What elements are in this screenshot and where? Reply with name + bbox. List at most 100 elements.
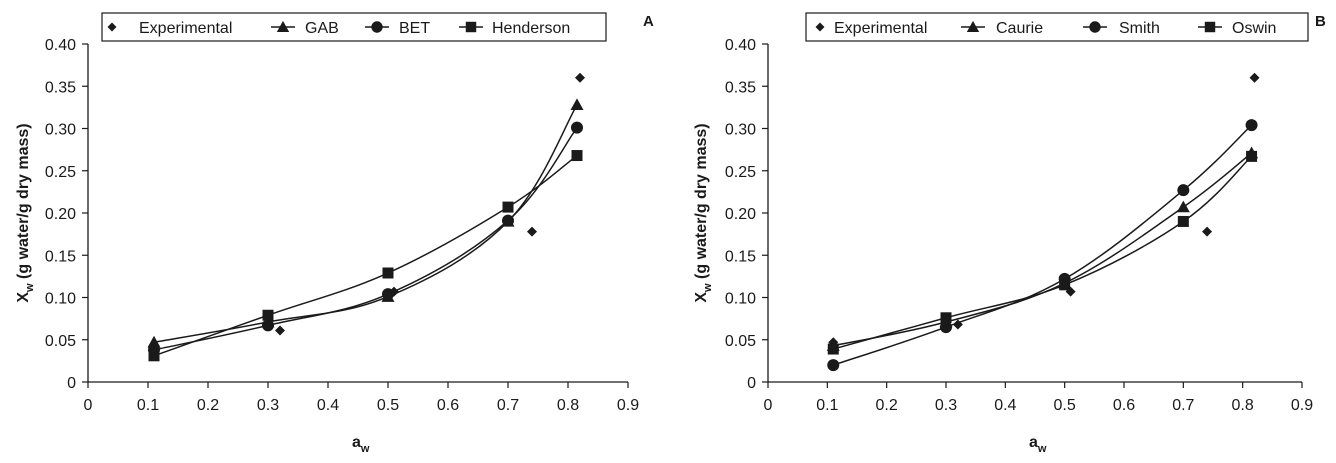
data-point-gab (570, 98, 584, 111)
x-tick-label: 0.5 (1054, 397, 1076, 414)
data-point-smith (940, 321, 952, 334)
y-tick-label: 0.40 (725, 37, 756, 54)
data-point-oswin (827, 343, 839, 355)
data-point-bet (382, 288, 394, 301)
series-smith (827, 119, 1258, 372)
data-point-smith (827, 359, 840, 372)
y-tick-label: 0.15 (45, 248, 76, 265)
legend-symbol-henderson (465, 21, 477, 33)
x-tick-label: 0.4 (317, 397, 339, 414)
x-tick-label: 0.9 (617, 397, 639, 414)
data-point-smith (1177, 184, 1190, 197)
x-tick-label: 0.2 (876, 397, 898, 414)
series-line-bet (153, 127, 578, 351)
data-point-gab (147, 335, 161, 348)
data-point-bet (502, 214, 514, 227)
legend-symbol-bet (371, 21, 383, 33)
y-tick-label: 0.15 (725, 248, 756, 265)
legend-symbol-smith (1089, 21, 1101, 33)
series-experimental (828, 72, 1260, 348)
data-point-henderson (382, 267, 394, 279)
data-point-bet (262, 319, 274, 332)
y-tick-label: 0.20 (45, 206, 76, 223)
x-tick-label: 0.6 (437, 397, 459, 414)
y-tick-label: 0.10 (725, 291, 756, 308)
legend-label-gab: GAB (305, 20, 339, 37)
x-tick-label: 0.9 (1291, 397, 1313, 414)
x-tick-label: 0.3 (257, 397, 279, 414)
legend-label-experimental: Experimental (139, 20, 232, 37)
x-axis-title: aw (1029, 434, 1047, 455)
series-oswin (827, 150, 1258, 355)
panel-label: B (1315, 13, 1326, 30)
y-tick-label: 0 (747, 375, 756, 392)
legend-label-henderson: Henderson (492, 20, 570, 37)
y-tick-label: 0.25 (725, 164, 756, 181)
panel-label: A (643, 13, 654, 30)
data-point-experimental (575, 72, 585, 83)
data-point-bet (571, 121, 583, 134)
x-tick-label: 0 (764, 397, 773, 414)
x-tick-label: 0.7 (1172, 397, 1194, 414)
x-tick-label: 0.6 (1113, 397, 1135, 414)
x-tick-label: 0.3 (935, 397, 957, 414)
legend: Experimental GAB BET Henderson (101, 12, 607, 42)
data-point-oswin (1059, 279, 1071, 291)
legend-symbol-caurie (966, 20, 980, 32)
data-point-henderson (148, 350, 160, 362)
data-point-experimental (275, 325, 285, 336)
legend: Experimental Caurie Smith Oswin (805, 12, 1309, 42)
y-tick-label: 0.30 (45, 122, 76, 139)
legend-label-caurie: Caurie (996, 20, 1043, 37)
x-tick-label: 0.1 (816, 397, 838, 414)
y-tick-label: 0.35 (45, 79, 76, 96)
legend-symbol-experimental (107, 22, 117, 32)
legend-label-experimental: Experimental (834, 20, 927, 37)
y-tick-label: 0.20 (725, 206, 756, 223)
x-tick-label: 0.5 (377, 397, 399, 414)
data-point-oswin (1246, 150, 1258, 162)
y-tick-label: 0.25 (45, 164, 76, 181)
data-point-oswin (940, 312, 952, 324)
legend-symbol-oswin (1204, 21, 1216, 33)
x-tick-label: 0.8 (1232, 397, 1254, 414)
series-line-caurie (833, 152, 1253, 347)
data-point-experimental (527, 226, 537, 237)
x-tick-label: 0 (84, 397, 93, 414)
y-tick-label: 0.05 (725, 333, 756, 350)
data-point-henderson (502, 201, 514, 213)
data-point-caurie (1176, 200, 1190, 213)
y-tick-label: 0.35 (725, 79, 756, 96)
y-axis-title: Xw (g water/g dry mass) (15, 123, 36, 302)
x-axis-title: aw (352, 434, 370, 455)
data-point-experimental (1249, 72, 1260, 83)
y-tick-label: 0.05 (45, 333, 76, 350)
y-tick-label: 0 (67, 375, 76, 392)
series-line-smith (833, 124, 1253, 366)
series-experimental (275, 72, 585, 336)
legend-label-smith: Smith (1119, 20, 1160, 37)
x-tick-label: 0.7 (497, 397, 519, 414)
y-tick-label: 0.10 (45, 291, 76, 308)
legend-symbol-gab (276, 20, 290, 32)
chart-panel-A: 0 0.1 0.2 0.3 0.4 0.5 0.6 0.7 0.8 0.9 0 0.05 0.10 0.1… (15, 12, 654, 455)
y-tick-label: 0.40 (45, 37, 76, 54)
x-tick-label: 0.1 (137, 397, 159, 414)
data-point-smith (1245, 119, 1258, 132)
legend-label-oswin: Oswin (1232, 20, 1276, 37)
data-point-oswin (1177, 215, 1189, 227)
series-gab (147, 98, 584, 348)
series-caurie (826, 146, 1259, 351)
x-tick-label: 0.2 (197, 397, 219, 414)
y-axis-title: Xw (g water/g dry mass) (693, 123, 714, 302)
legend-symbol-experimental (815, 22, 825, 32)
legend-label-bet: BET (399, 20, 430, 37)
legend-box (101, 12, 607, 42)
x-tick-label: 0.4 (994, 397, 1016, 414)
series-bet (148, 121, 583, 356)
series-line-henderson (153, 154, 578, 357)
chart-panel-B: 0 0.1 0.2 0.3 0.4 0.5 0.6 0.7 0.8 0.9 0 0.05 0.10 0.1… (693, 12, 1326, 455)
legend-box (805, 12, 1309, 42)
